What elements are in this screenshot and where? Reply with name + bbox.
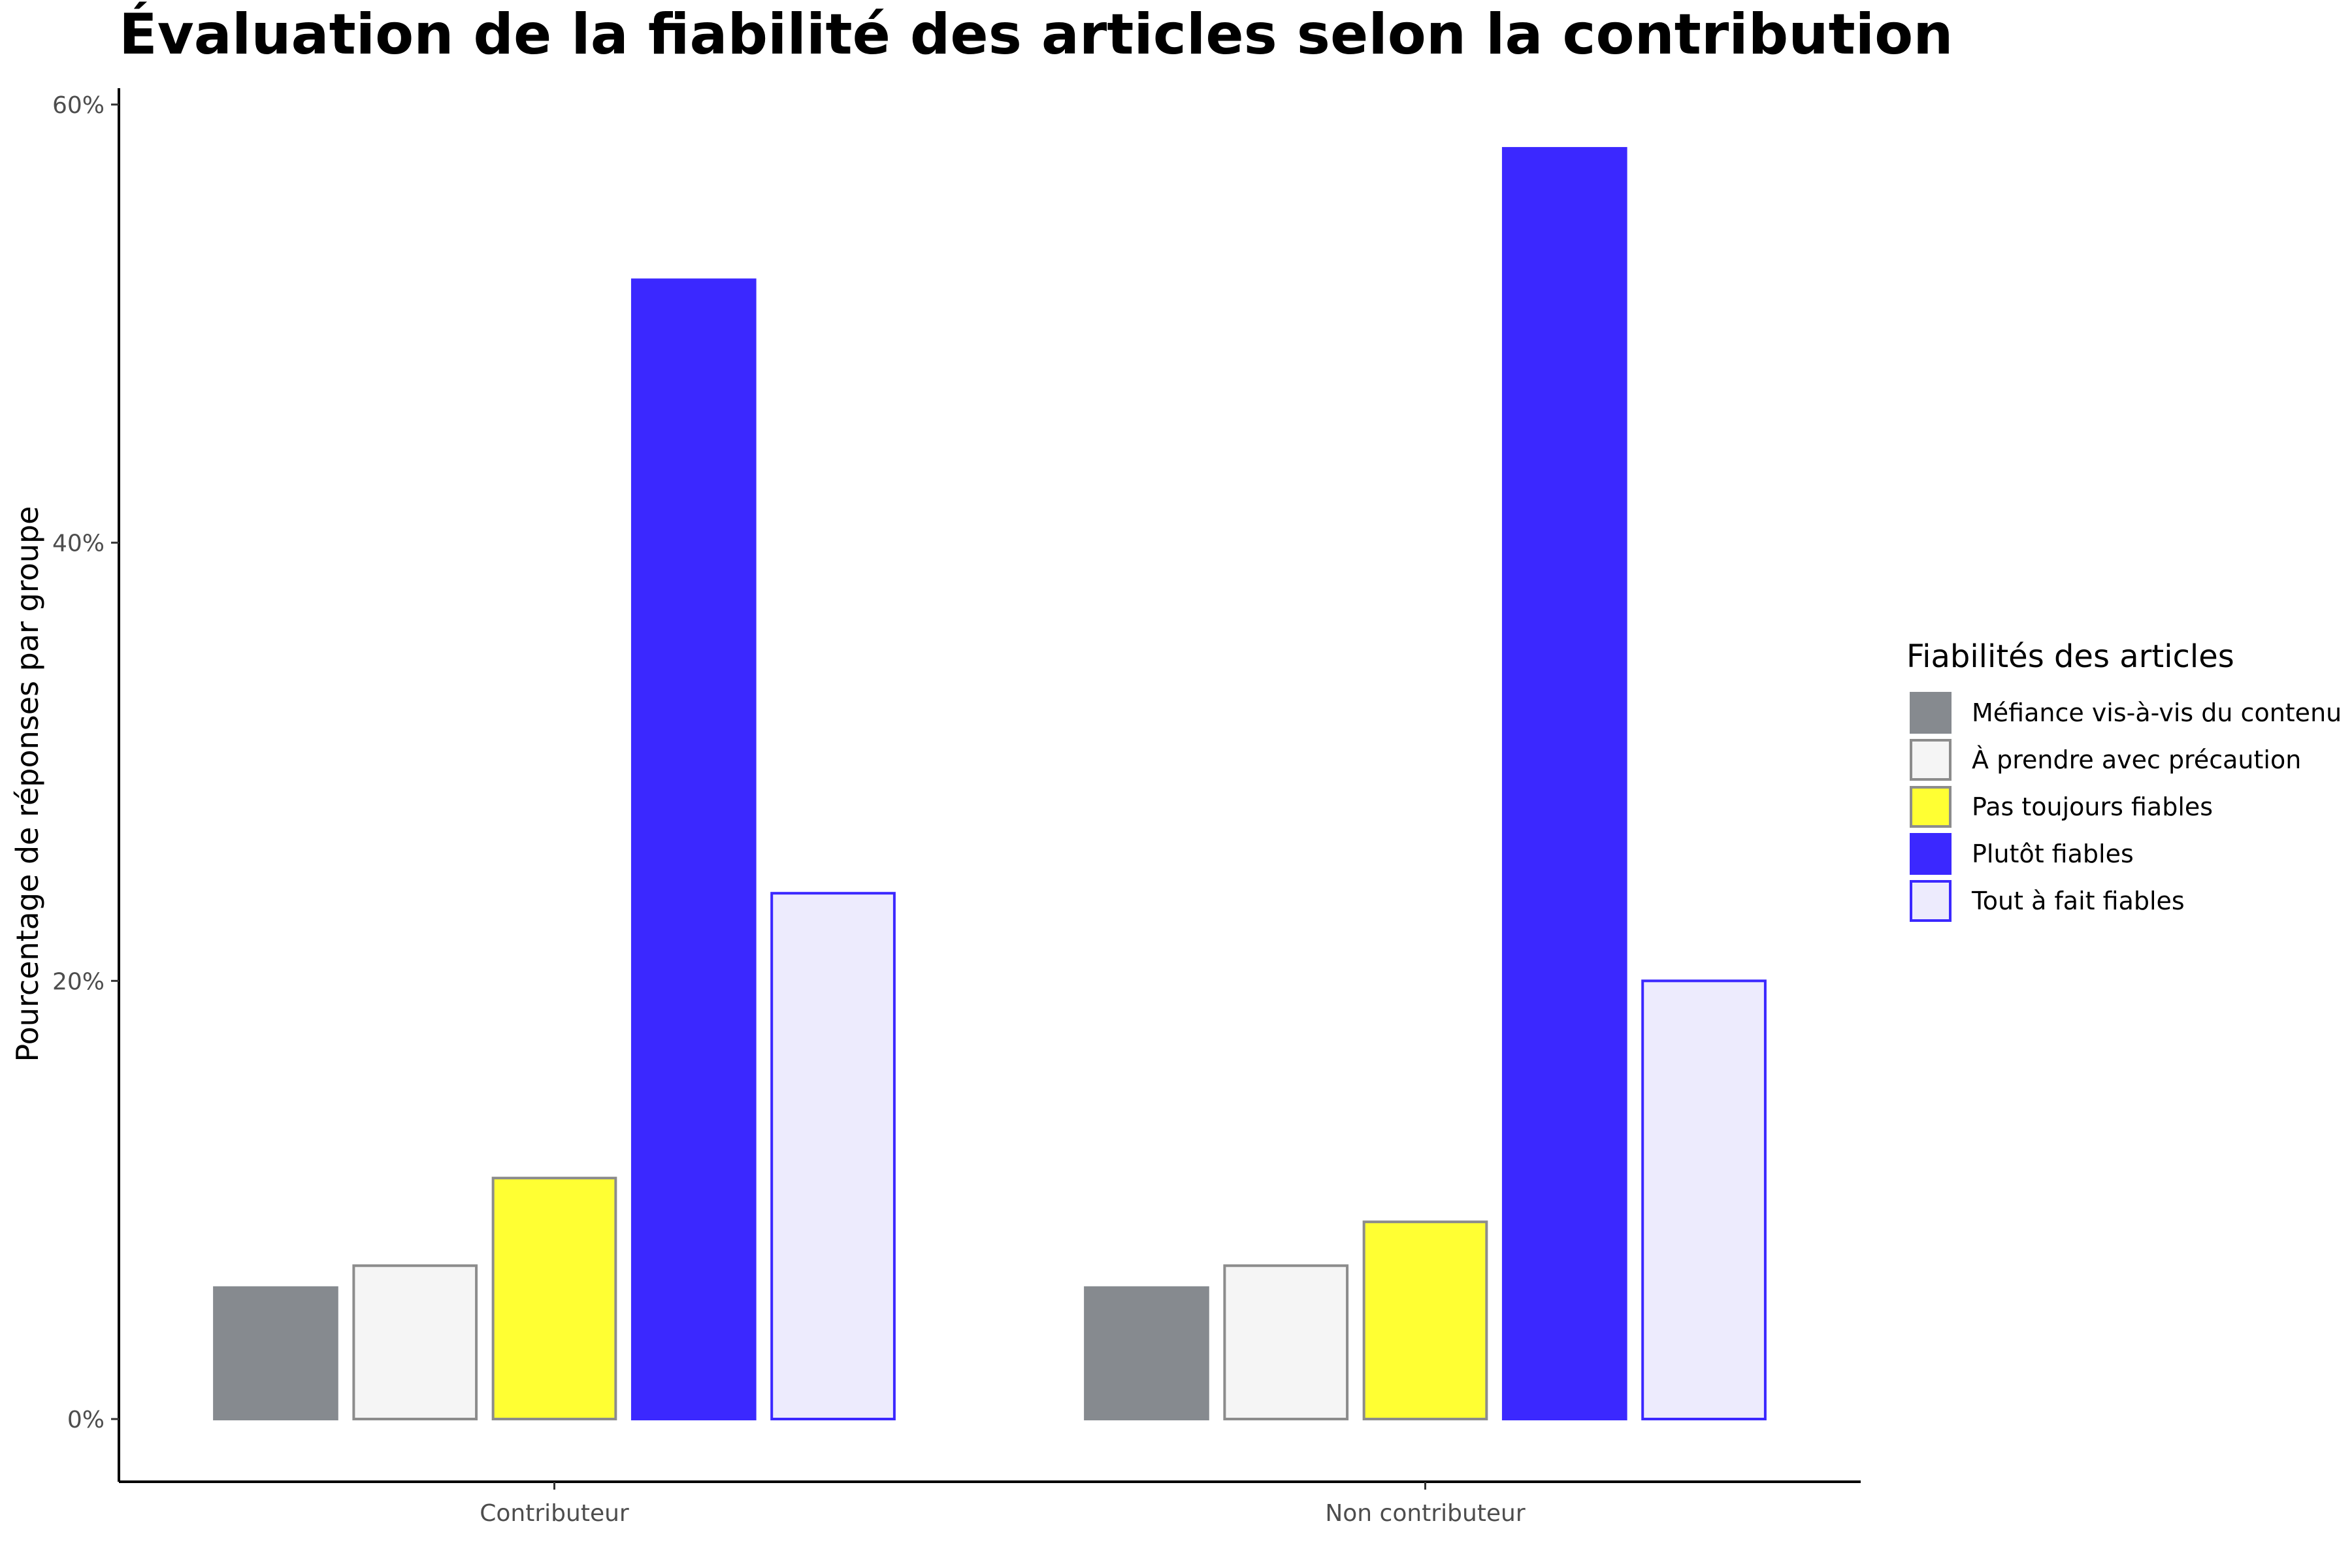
y-tick-label: 40% — [52, 531, 105, 557]
legend-label-tout-a-fait-fiables: Tout à fait fiables — [1971, 887, 2185, 915]
legend-swatch-tout-a-fait-fiables — [1910, 880, 1952, 922]
x-tick-label: Non contributeur — [1325, 1500, 1526, 1527]
x-axis: Contributeur Non contributeur — [119, 1480, 1861, 1527]
legend-label-plutot-fiables: Plutôt fiables — [1972, 840, 2134, 868]
legend-swatch-plutot-fiables — [1910, 833, 1952, 875]
legend-swatch-mefiance-vis-a-vis-du-contenu — [1910, 692, 1952, 734]
bar-non-contributeur-a-prendre-avec-precaution — [1223, 1264, 1349, 1421]
bar-contributeur-a-prendre-avec-precaution — [352, 1264, 478, 1421]
bar-contributeur-tout-a-fait-fiables — [770, 892, 896, 1420]
bar-contributeur-plutot-fiables — [630, 278, 757, 1420]
y-axis: 0% 20% 40% 60% — [52, 88, 120, 1482]
legend-label-pas-toujours-fiables: Pas toujours fiables — [1972, 792, 2213, 821]
bar-non-contributeur-mefiance-vis-a-vis-du-contenu — [1084, 1286, 1209, 1421]
bar-non-contributeur-tout-a-fait-fiables — [1641, 979, 1767, 1421]
legend: Fiabilités des articles Méfiance vis-à-v… — [1906, 638, 2342, 922]
y-tick-label: 60% — [52, 92, 105, 119]
legend-label-mefiance-vis-a-vis-du-contenu: Méfiance vis-à-vis du contenu — [1972, 698, 2342, 727]
y-axis-title: Pourcentage de réponses par groupe — [10, 506, 45, 1062]
legend-items: Méfiance vis-à-vis du contenu À prendre a… — [1910, 692, 2342, 922]
legend-label-a-prendre-avec-precaution: À prendre avec précaution — [1972, 745, 2301, 774]
bar-contributeur-pas-toujours-fiables — [491, 1177, 617, 1420]
bar-contributeur-mefiance-vis-a-vis-du-contenu — [213, 1286, 338, 1421]
chart-title: Évaluation de la fiabilité des articles … — [119, 1, 1953, 67]
legend-title: Fiabilités des articles — [1906, 638, 2234, 675]
y-tick-label: 0% — [67, 1407, 105, 1433]
y-tick-label: 20% — [52, 968, 105, 995]
legend-swatch-a-prendre-avec-precaution — [1910, 739, 1952, 781]
bars — [213, 147, 1767, 1421]
x-tick-label: Contributeur — [480, 1500, 629, 1527]
legend-swatch-pas-toujours-fiables — [1910, 786, 1952, 828]
bar-non-contributeur-plutot-fiables — [1501, 147, 1627, 1421]
bar-non-contributeur-pas-toujours-fiables — [1362, 1220, 1488, 1420]
